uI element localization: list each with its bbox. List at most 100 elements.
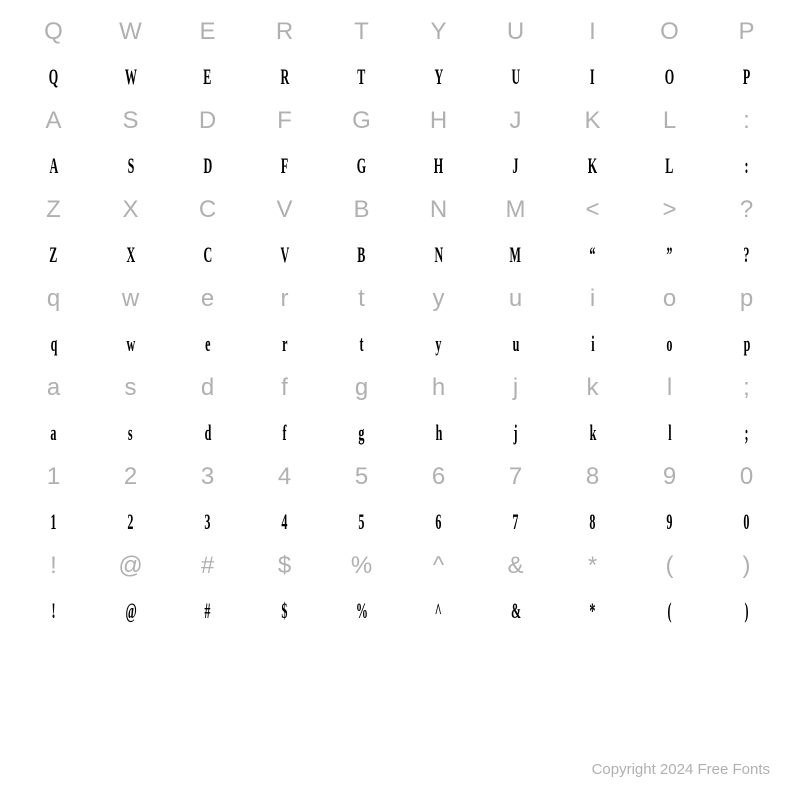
glyph-cell: A [15,153,92,179]
glyph-cell: u [477,331,554,357]
glyph-cell: R [246,64,323,90]
reference-glyph: 7 [509,463,522,491]
reference-glyph: a [47,374,60,402]
glyph-cell: F [246,107,323,135]
glyph-cell: 3 [169,463,246,491]
glyph-cell: $ [246,598,323,624]
sample-glyph: : [745,153,749,179]
glyph-cell: 0 [708,509,785,535]
reference-glyph: $ [278,552,291,580]
reference-glyph: f [281,374,288,402]
glyph-cell: t [323,285,400,313]
reference-glyph: G [352,107,371,135]
sample-glyph: Q [49,64,58,90]
sample-glyph: ” [667,242,673,268]
sample-glyph: D [203,153,211,179]
glyph-cell: B [323,242,400,268]
glyph-cell: : [708,107,785,135]
sample-glyph: * [590,598,596,624]
glyph-cell: D [169,107,246,135]
reference-glyph: U [507,18,524,46]
reference-glyph: ) [743,552,751,580]
sample-glyph: S [127,153,133,179]
glyph-cell: R [246,18,323,46]
glyph-cell: Q [15,64,92,90]
glyph-cell: p [708,285,785,313]
sample-glyph: 5 [359,509,365,535]
reference-glyph: ? [740,196,753,224]
sample-glyph: X [126,242,134,268]
reference-glyph: 6 [432,463,445,491]
sample-glyph: y [436,331,442,357]
glyph-cell: y [400,285,477,313]
reference-glyph: D [199,107,216,135]
reference-glyph: C [199,196,216,224]
sample-glyph: P [743,64,750,90]
glyph-cell: 6 [400,463,477,491]
sample-glyph: # [205,598,211,624]
sample-row: ASDFGHJKL: [15,144,785,189]
glyph-cell: r [246,285,323,313]
glyph-cell: : [708,153,785,179]
reference-glyph: t [358,285,365,313]
glyph-cell: ; [708,420,785,446]
reference-glyph: q [47,285,60,313]
reference-glyph: ; [743,374,750,402]
glyph-cell: K [554,153,631,179]
sample-glyph: M [510,242,521,268]
glyph-cell: G [323,107,400,135]
glyph-cell: y [400,331,477,357]
glyph-cell: “ [554,242,631,268]
sample-glyph: & [511,598,521,624]
glyph-cell: @ [92,598,169,624]
glyph-cell: J [477,153,554,179]
sample-glyph: @ [125,598,136,624]
glyph-cell: K [554,107,631,135]
reference-glyph: l [667,374,672,402]
sample-glyph: 4 [282,509,288,535]
glyph-cell: C [169,196,246,224]
glyph-cell: 4 [246,509,323,535]
glyph-cell: o [631,285,708,313]
reference-glyph: d [201,374,214,402]
reference-glyph: K [584,107,600,135]
glyph-cell: s [92,374,169,402]
sample-glyph: Y [434,64,442,90]
glyph-cell: U [477,64,554,90]
sample-row: !@#$%^&*() [15,589,785,634]
glyph-cell: E [169,18,246,46]
sample-glyph: ( [668,598,672,624]
sample-glyph: j [514,420,518,446]
glyph-cell: & [477,552,554,580]
glyph-cell: > [631,196,708,224]
glyph-cell: q [15,331,92,357]
glyph-cell: P [708,18,785,46]
sample-glyph: R [280,64,288,90]
glyph-cell: O [631,64,708,90]
sample-glyph: u [512,331,518,357]
glyph-cell: $ [246,552,323,580]
sample-row: ZXCVBNM“”? [15,233,785,278]
sample-glyph: Z [50,242,58,268]
reference-glyph: O [660,18,679,46]
sample-glyph: 1 [51,509,57,535]
sample-glyph: 2 [128,509,134,535]
glyph-cell: j [477,420,554,446]
sample-glyph: 8 [590,509,596,535]
reference-glyph: & [507,552,523,580]
reference-glyph: T [354,18,369,46]
sample-glyph: e [205,331,210,357]
glyph-cell: Y [400,18,477,46]
reference-glyph: A [45,107,61,135]
glyph-cell: H [400,107,477,135]
glyph-cell: # [169,598,246,624]
glyph-cell: u [477,285,554,313]
glyph-cell: ^ [400,598,477,624]
glyph-cell: g [323,420,400,446]
glyph-cell: J [477,107,554,135]
glyph-cell: h [400,420,477,446]
sample-glyph: t [360,331,364,357]
sample-glyph: B [358,242,366,268]
sample-glyph: 7 [513,509,519,535]
sample-glyph: I [590,64,594,90]
